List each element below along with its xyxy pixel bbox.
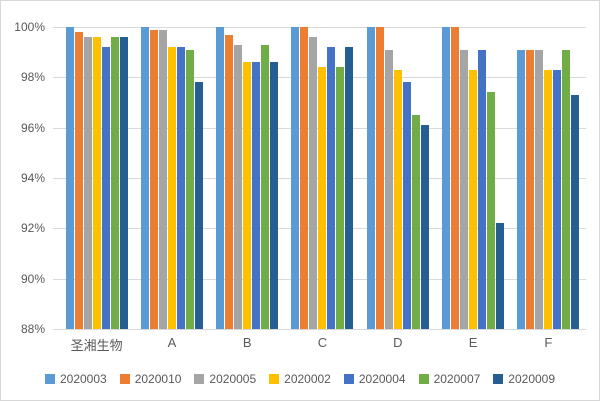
bar-2020005 [460,49,469,329]
bar-2020005 [83,37,92,329]
legend-label: 2020010 [134,372,182,386]
bar-2020007 [110,37,119,329]
x-axis-label: D [393,335,403,350]
bar-2020009 [194,82,203,329]
bar-2020003 [65,27,74,329]
bar-2020005 [384,49,393,329]
bar-2020010 [300,27,309,329]
bar-2020010 [149,29,158,329]
x-axis-label: A [167,335,177,350]
bar-2020002 [544,69,553,329]
bar-2020007 [261,44,270,329]
bar-2020009 [270,62,279,329]
y-tick-label: 92% [20,221,45,236]
legend-item-2020003: 2020003 [44,372,107,386]
bar-2020007 [336,67,345,329]
x-axis-label: E [468,335,478,350]
bar-group-1 [59,27,134,329]
legend-swatch-icon [119,374,130,384]
y-tick-label: 88% [20,322,45,336]
bar-2020003 [291,27,300,329]
bar-group-5 [360,27,435,329]
legend-label: 2020009 [508,372,556,386]
legend-item-2020004: 2020004 [343,372,406,386]
x-axis-label: B [242,335,252,350]
legend-swatch-icon [269,374,280,384]
gridline [53,329,586,330]
legend-item-2020002: 2020002 [269,372,331,386]
bar-2020004 [478,49,487,329]
plot-area [53,27,586,330]
bar-2020007 [185,49,194,329]
bar-2020009 [345,47,354,329]
legend-swatch-icon [44,374,55,384]
bar-2020005 [535,49,544,329]
bar-2020002 [393,69,402,329]
bar-2020009 [571,94,580,329]
bar-group-2 [134,27,209,329]
legend-item-2020007: 2020007 [418,372,481,386]
bar-2020009 [119,37,128,329]
bar-group-3 [210,27,285,329]
bar-2020010 [526,49,535,329]
legend-item-2020005: 2020005 [194,372,256,386]
gridline [53,27,586,28]
bar-groups [59,27,586,329]
bar-2020004 [101,47,110,329]
x-axis: 圣湘生物 A B C D E F [59,335,586,354]
bar-2020007 [487,92,496,329]
legend-swatch-icon [418,374,429,384]
y-tick-label: 94% [20,171,45,185]
bar-2020004 [252,62,261,329]
y-tick-label: 90% [20,271,45,286]
bar-2020003 [517,49,526,329]
bar-2020005 [158,29,167,329]
bar-2020010 [375,27,384,329]
legend-item-2020010: 2020010 [119,372,182,386]
bar-2020003 [366,27,375,329]
bar-2020002 [469,69,478,329]
x-axis-label: 圣湘生物 [70,338,123,353]
legend-label: 2020004 [358,372,406,386]
bar-2020010 [74,32,83,329]
y-tick-label: 98% [20,70,45,85]
bar-2020004 [553,69,562,329]
bar-2020003 [216,27,225,329]
legend: 2020003 2020010 2020005 2020002 2020004 20200… [1,372,599,386]
bar-group-7 [511,27,586,329]
legend-swatch-icon [493,374,504,384]
bar-2020002 [92,37,101,329]
bar-2020010 [225,34,234,329]
bar-2020010 [451,27,460,329]
legend-label: 2020005 [209,372,257,386]
y-tick-label: 96% [20,120,45,135]
bar-2020007 [411,115,420,329]
legend-label: 2020003 [59,372,107,386]
bar-2020009 [420,125,429,329]
bar-2020003 [442,27,451,329]
bar-2020002 [243,62,252,329]
x-axis-label: C [317,335,328,350]
y-tick-label: 100% [14,20,45,34]
bar-2020005 [234,44,243,329]
bar-2020003 [140,27,149,329]
bar-group-4 [285,27,360,329]
x-axis-label: F [544,335,553,350]
legend-label: 2020002 [284,372,331,386]
y-axis: 100% 98% 96% 94% 92% 90% 88% [1,20,49,336]
bar-2020002 [167,47,176,329]
bar-2020004 [176,47,185,329]
bar-2020002 [318,67,327,329]
legend-swatch-icon [343,374,354,384]
legend-label: 2020007 [433,372,481,386]
legend-swatch-icon [194,374,205,384]
bar-2020007 [562,49,571,329]
bar-2020009 [496,223,505,329]
bar-2020004 [327,47,336,329]
bar-2020005 [309,37,318,329]
bar-group-6 [435,27,510,329]
legend-item-2020009: 2020009 [493,372,555,386]
bar-2020004 [402,82,411,329]
